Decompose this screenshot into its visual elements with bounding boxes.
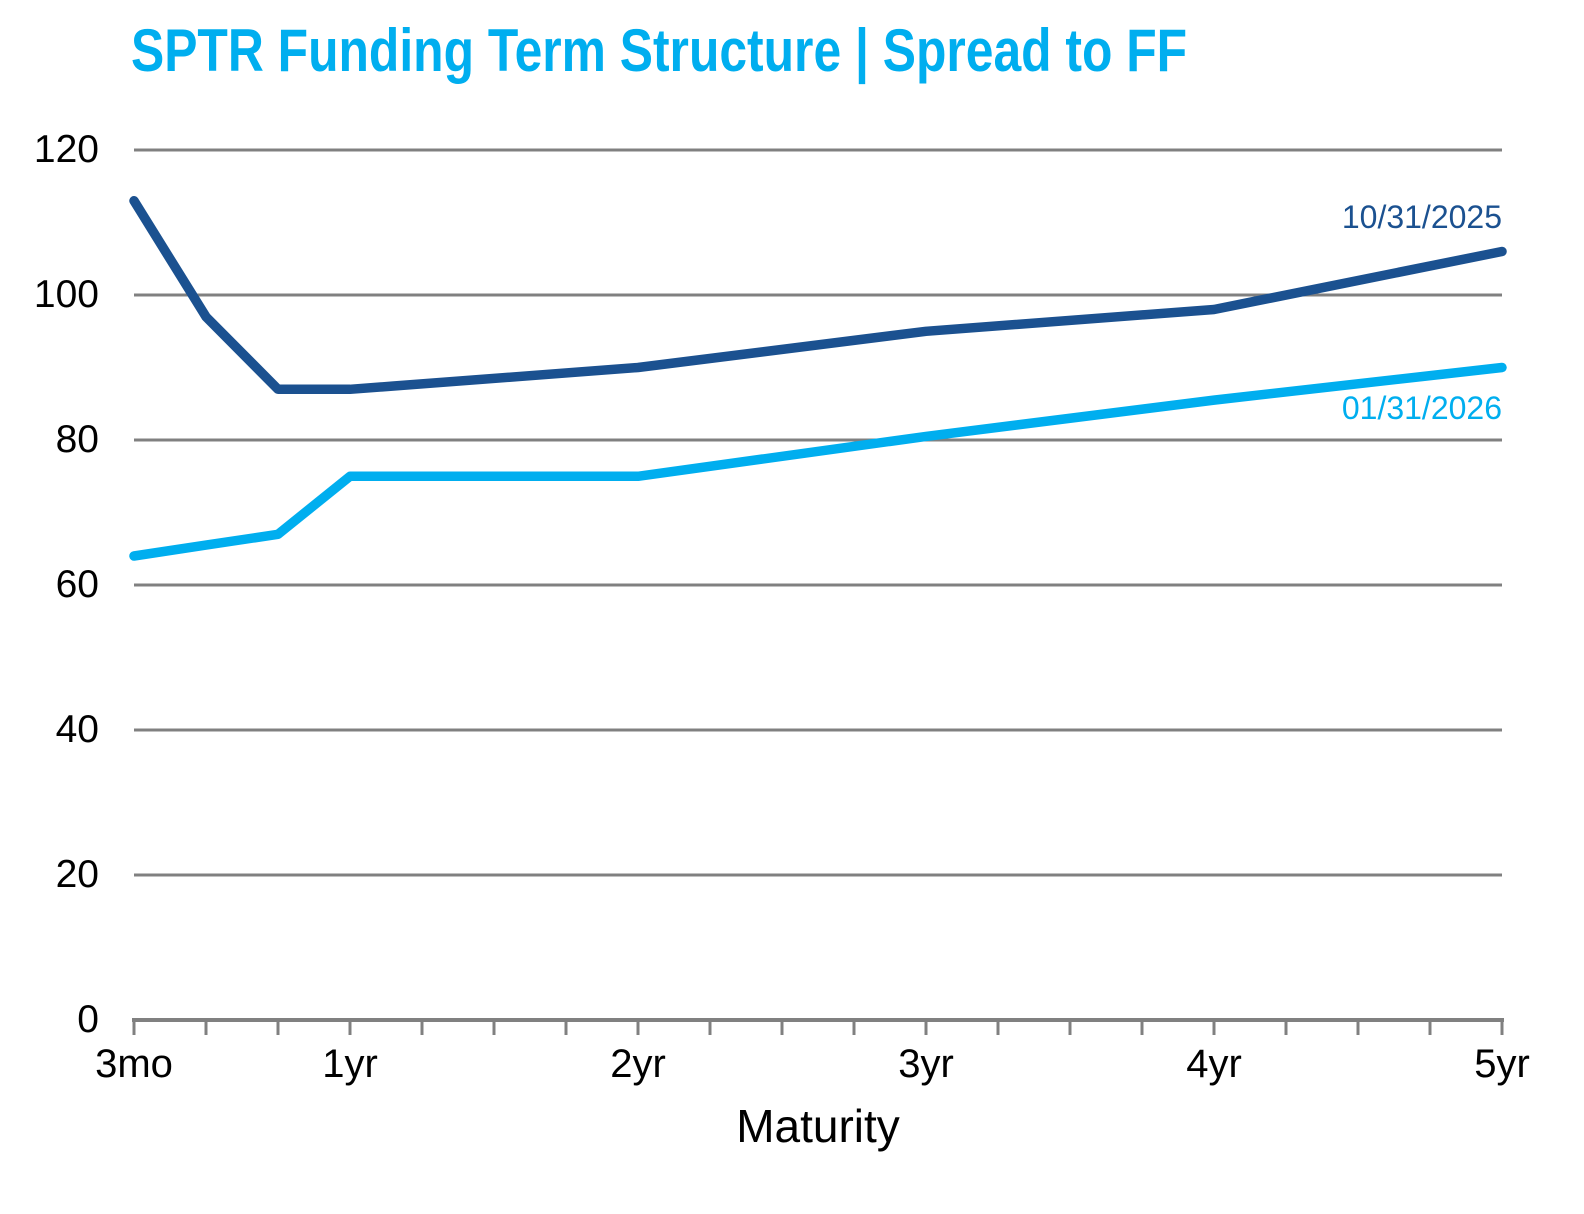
- chart-title: SPTR Funding Term Structure | Spread to …: [131, 17, 1188, 84]
- y-tick-label-80: 80: [55, 418, 99, 461]
- series-label-01-31-2026: 01/31/2026: [1341, 390, 1502, 426]
- x-axis-title: Maturity: [736, 1100, 900, 1152]
- y-tick-label-100: 100: [33, 273, 99, 316]
- y-tick-label-120: 120: [33, 128, 99, 171]
- series-line-10-31-2025: [129, 196, 1507, 395]
- y-tick-label-20: 20: [55, 853, 99, 896]
- y-tick-label-0: 0: [77, 998, 99, 1041]
- x-tick-label-2yr: 2yr: [610, 1042, 666, 1086]
- y-tick-label-40: 40: [55, 708, 99, 751]
- x-tick-label-4yr: 4yr: [1186, 1042, 1242, 1086]
- series-label-10-31-2025: 10/31/2025: [1341, 199, 1502, 235]
- x-tick-label-5yr: 5yr: [1474, 1042, 1530, 1086]
- y-tick-label-60: 60: [55, 563, 99, 606]
- x-tick-label-3yr: 3yr: [898, 1042, 954, 1086]
- x-tick-label-1yr: 1yr: [322, 1042, 378, 1086]
- x-tick-label-3mo: 3mo: [95, 1042, 173, 1086]
- series-line-01-31-2026: [129, 362, 1507, 561]
